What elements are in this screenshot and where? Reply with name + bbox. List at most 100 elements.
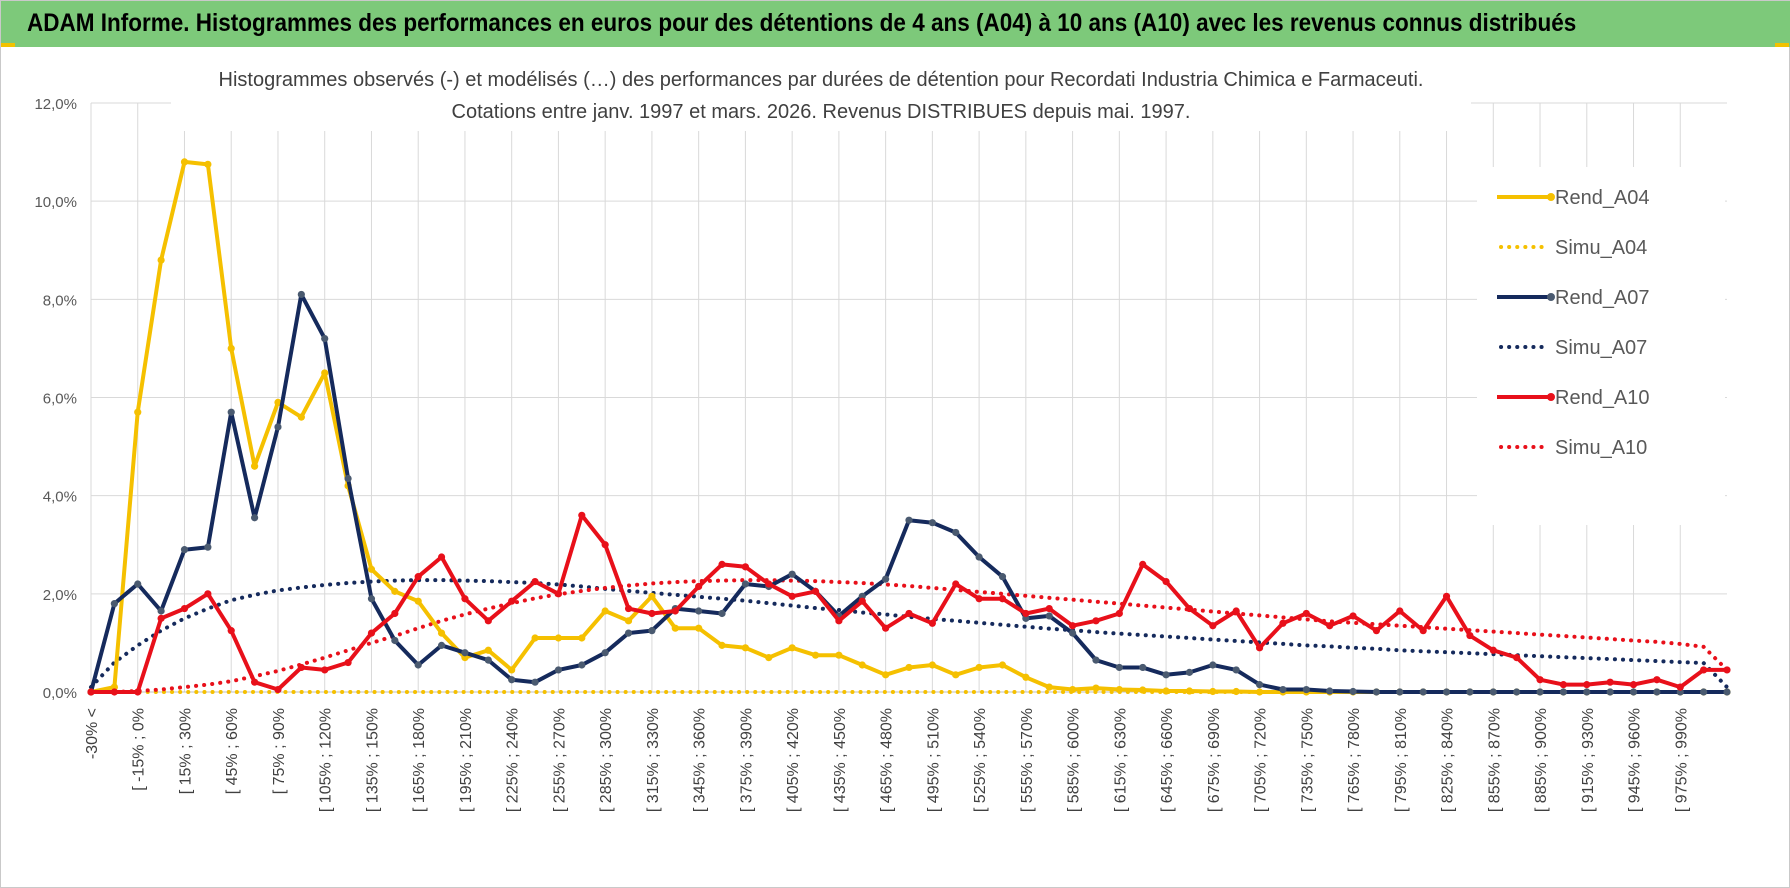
series-layer (87, 158, 1731, 696)
data-point (718, 609, 726, 618)
x-tick-label: [ 525% ; 540% (972, 708, 989, 812)
y-tick-label: 0,0% (43, 685, 77, 702)
data-point (251, 462, 259, 470)
x-tick-label: [ 675% ; 690% (1206, 708, 1223, 812)
data-point (227, 627, 235, 635)
data-point (788, 570, 796, 578)
data-point (975, 595, 983, 603)
data-point (508, 666, 516, 674)
y-tick-label: 8,0% (43, 292, 77, 309)
data-point (1326, 622, 1334, 630)
data-point (928, 619, 936, 627)
data-point (1489, 646, 1497, 654)
data-point (718, 641, 726, 649)
data-point (835, 617, 843, 625)
x-tick-label: [ 225% ; 240% (505, 708, 522, 812)
data-point (110, 688, 118, 696)
data-point (321, 369, 329, 377)
data-point (134, 688, 142, 696)
data-point (437, 641, 446, 649)
x-tick-label: [ 135% ; 150% (364, 708, 381, 812)
data-point (952, 580, 960, 588)
data-point (157, 607, 165, 615)
y-tick-label: 12,0% (34, 96, 77, 113)
y-axis-tick-labels: 0,0% 2,0% 4,0% 6,0% 8,0% 10,0% 12,0% (34, 96, 77, 702)
data-point (1302, 685, 1310, 694)
data-point (1489, 688, 1497, 696)
data-point (1653, 688, 1661, 696)
data-point (554, 666, 563, 674)
data-point (671, 624, 679, 632)
series-line (89, 578, 1729, 694)
banner-corner-left (1, 43, 15, 47)
data-point (1583, 688, 1591, 696)
legend-label: Simu_A04 (1555, 237, 1647, 259)
data-point (134, 580, 142, 588)
data-point (204, 543, 212, 551)
data-point (554, 590, 563, 598)
data-point (367, 595, 376, 603)
legend-marker (1547, 293, 1555, 301)
data-point (1419, 627, 1427, 635)
data-point (624, 617, 633, 625)
data-point (624, 629, 633, 637)
data-point (998, 661, 1007, 669)
data-point (858, 661, 866, 669)
data-point (484, 646, 492, 654)
data-point (741, 580, 750, 588)
data-point (367, 629, 376, 637)
data-point (461, 649, 469, 657)
data-point (87, 688, 95, 696)
data-point (928, 519, 936, 527)
data-point (414, 661, 422, 669)
data-point (578, 511, 586, 519)
data-point (1045, 683, 1053, 691)
data-point (1209, 622, 1217, 630)
data-point (554, 634, 563, 642)
data-point (601, 541, 609, 549)
data-point (1466, 631, 1474, 640)
y-tick-label: 4,0% (43, 489, 77, 506)
data-point (811, 587, 820, 595)
data-point (1700, 688, 1708, 696)
x-tick-label: [ 405% ; 420% (785, 708, 802, 812)
data-point (157, 256, 165, 264)
data-point (578, 634, 586, 642)
data-point (297, 290, 305, 299)
data-point (508, 597, 516, 605)
data-point (1606, 678, 1614, 686)
data-point (391, 587, 399, 595)
data-point (1583, 681, 1591, 689)
x-tick-label: [ 75% ; 90% (271, 708, 288, 794)
data-point (601, 649, 609, 657)
data-point (367, 565, 376, 573)
data-point (695, 624, 703, 632)
data-point (297, 413, 305, 421)
data-point (1069, 685, 1077, 694)
data-point (998, 573, 1007, 581)
x-tick-label: [ 105% ; 120% (318, 708, 335, 812)
x-tick-label: [ 585% ; 600% (1066, 708, 1083, 812)
legend-label: Rend_A04 (1555, 187, 1650, 209)
data-point (1232, 687, 1240, 696)
data-point (1606, 688, 1614, 696)
data-point (1513, 654, 1521, 662)
legend-item-simu-a04: Simu_A04 (1499, 237, 1647, 259)
legend-marker (1547, 193, 1555, 201)
data-point (1115, 663, 1123, 672)
data-point (1232, 666, 1240, 674)
data-point (1723, 688, 1731, 696)
data-point (624, 604, 633, 613)
data-point (648, 627, 656, 635)
chart-title: Histogrammes observés (-) et modélisés (… (219, 69, 1424, 91)
data-point (1139, 686, 1147, 694)
legend-item-rend-a04: Rend_A04 (1497, 187, 1650, 209)
x-tick-label: [ 195% ; 210% (458, 708, 475, 812)
data-point (1536, 688, 1544, 696)
y-tick-label: 10,0% (34, 194, 77, 211)
data-point (695, 607, 703, 615)
data-point (1396, 607, 1404, 615)
data-point (344, 658, 352, 667)
data-point (251, 514, 259, 522)
